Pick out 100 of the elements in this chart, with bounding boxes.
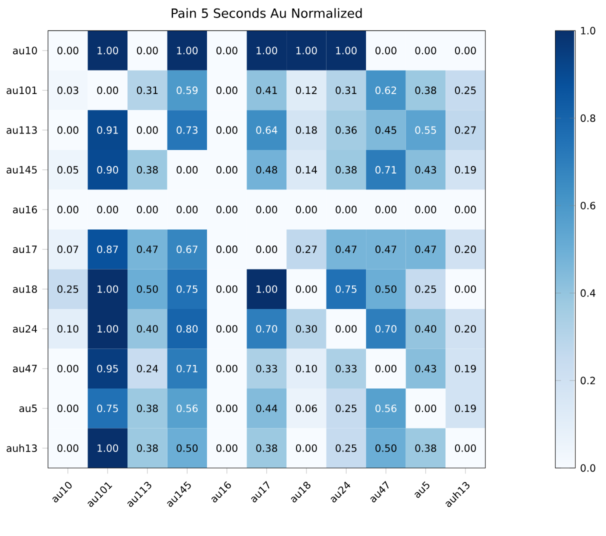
data-label: 0.70 (256, 325, 278, 333)
data-label: 0.00 (454, 285, 476, 293)
data-label: 0.47 (415, 246, 436, 254)
data-label: 0.25 (57, 285, 78, 293)
data-label: 0.00 (136, 126, 158, 134)
data-label: 0.24 (136, 364, 158, 372)
data-label: 0.55 (415, 126, 436, 134)
data-label: 0.00 (57, 364, 78, 372)
data-label: 1.00 (256, 46, 278, 54)
data-label: 1.00 (177, 46, 198, 54)
data-label: 0.40 (415, 325, 436, 333)
data-label: 0.00 (375, 206, 396, 214)
data-label: 0.27 (296, 246, 317, 254)
data-label: 0.00 (136, 46, 158, 54)
data-label: 0.05 (57, 166, 78, 174)
data-label: 0.47 (375, 246, 396, 254)
data-label: 0.91 (97, 126, 118, 134)
chart-title: Pain 5 Seconds Au Normalized (172, 8, 362, 18)
data-label: 0.33 (256, 364, 277, 372)
data-label: 0.00 (375, 364, 396, 372)
data-label: 1.00 (98, 285, 118, 293)
data-label: 0.31 (136, 86, 158, 94)
data-label: 1.00 (98, 46, 118, 54)
data-label: 0.56 (176, 404, 198, 412)
y-tick-label: au47 (13, 364, 37, 372)
data-label: 0.10 (57, 325, 78, 333)
data-label: 0.00 (216, 206, 238, 214)
data-label: 0.44 (256, 404, 278, 412)
data-label: 0.71 (176, 364, 198, 372)
color-bar-label: 0.8 (580, 114, 596, 122)
data-label: 0.38 (136, 444, 158, 452)
data-label: 0.00 (375, 46, 396, 54)
data-label: 0.20 (454, 325, 476, 333)
data-label: 0.00 (216, 404, 238, 412)
data-label: 0.00 (57, 444, 78, 452)
data-label: 0.00 (216, 246, 238, 254)
data-label: 0.03 (57, 86, 78, 94)
data-label: 0.00 (216, 46, 238, 54)
data-label: 0.38 (336, 166, 357, 174)
data-label: 0.00 (216, 325, 238, 333)
data-label: 0.43 (415, 364, 436, 372)
data-label: 0.00 (216, 285, 238, 293)
data-label: 0.95 (97, 364, 118, 372)
color-bar-label: 1.0 (581, 26, 596, 34)
data-label: 0.25 (336, 404, 356, 412)
y-tick-label: au5 (19, 404, 37, 412)
data-label: 0.64 (256, 126, 278, 134)
data-label: 0.90 (97, 166, 118, 174)
y-tick-label: au17 (13, 246, 37, 254)
data-label: 0.40 (136, 325, 158, 333)
data-label: 0.00 (136, 206, 158, 214)
data-label: 1.00 (256, 285, 278, 293)
data-label: 0.75 (176, 285, 198, 293)
data-label: 0.47 (336, 246, 356, 254)
y-tick-label: au101 (6, 86, 37, 94)
data-label: 0.18 (296, 126, 317, 134)
data-label: 0.00 (216, 126, 238, 134)
y-tick-label: au145 (6, 166, 37, 174)
data-label: 0.71 (375, 166, 396, 174)
data-label: 0.31 (336, 86, 356, 94)
data-label: 0.75 (97, 404, 118, 412)
data-label: 0.00 (216, 444, 238, 452)
data-label: 0.06 (296, 404, 317, 412)
data-label: 0.00 (57, 46, 78, 54)
data-label: 0.00 (256, 246, 278, 254)
y-tick-label: au16 (13, 206, 37, 214)
data-label: 0.56 (375, 404, 396, 412)
data-label: 0.07 (57, 246, 78, 254)
data-label: 0.00 (57, 206, 78, 214)
y-tick-label: au24 (13, 325, 38, 333)
data-label: 0.00 (296, 206, 317, 214)
data-label: 1.00 (296, 46, 317, 54)
data-label: 0.00 (454, 444, 476, 452)
y-tick-label: auh13 (6, 444, 37, 452)
data-label: 0.41 (256, 86, 277, 94)
data-label: 0.00 (57, 404, 78, 412)
data-label: 0.73 (176, 126, 198, 134)
data-label: 0.00 (336, 325, 357, 333)
color-bar-label: 0.2 (580, 376, 595, 384)
data-label: 0.43 (415, 166, 436, 174)
data-label: 0.48 (256, 166, 278, 174)
data-label: 0.00 (296, 444, 317, 452)
data-label: 0.38 (136, 166, 158, 174)
data-label: 0.00 (216, 86, 238, 94)
data-label: 0.19 (454, 404, 476, 412)
data-label: 0.00 (256, 206, 278, 214)
data-label: 0.19 (454, 166, 476, 174)
data-label: 0.25 (415, 285, 436, 293)
data-label: 0.30 (296, 325, 317, 333)
color-bar-label: 0.6 (580, 202, 596, 210)
data-label: 0.62 (375, 86, 396, 94)
data-label: 0.20 (454, 246, 476, 254)
data-label: 0.38 (415, 86, 436, 94)
data-label: 0.14 (296, 166, 317, 174)
data-label: 0.00 (415, 46, 436, 54)
data-label: 0.87 (97, 246, 118, 254)
data-label: 0.10 (296, 364, 317, 372)
data-label: 0.33 (336, 364, 357, 372)
data-label: 0.75 (336, 285, 356, 293)
data-label: 1.00 (98, 325, 118, 333)
